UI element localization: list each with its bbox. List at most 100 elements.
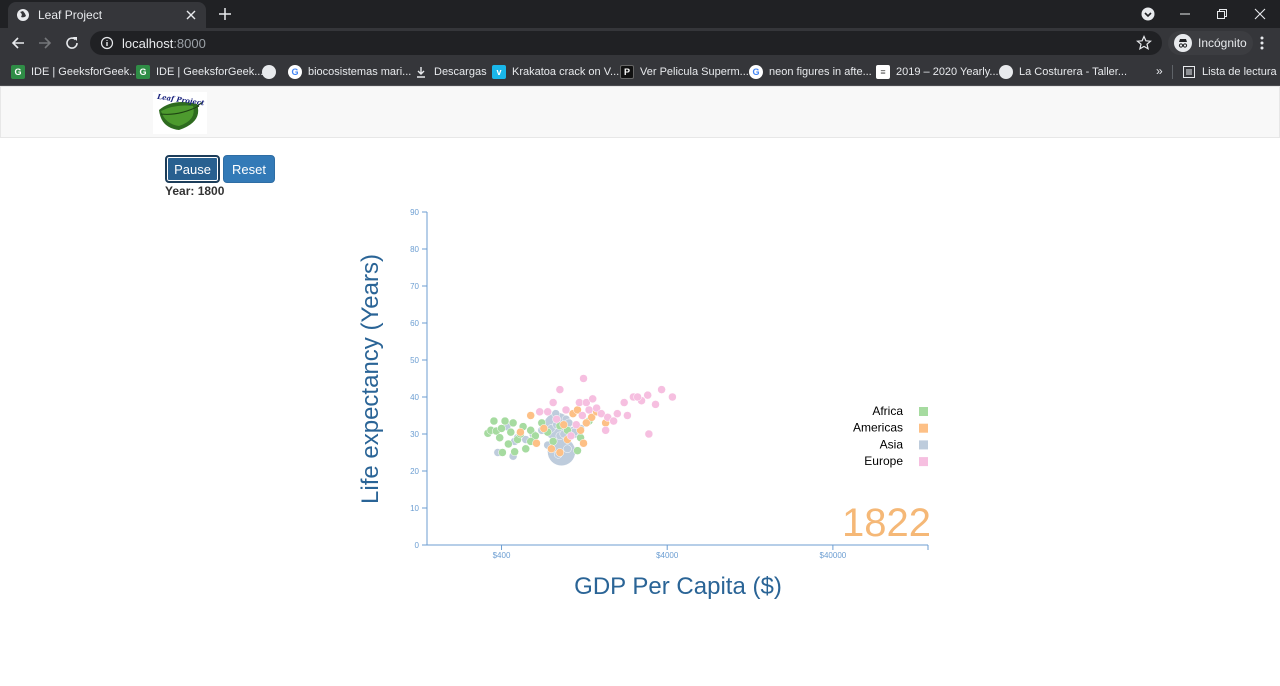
bookmark-label: biocosistemas mari... [308,66,412,78]
new-tab-icon[interactable] [216,5,234,23]
y-tick-label: 90 [410,208,419,217]
year-overlay: 1822 [842,501,931,545]
url-host: localhost [122,35,174,51]
bookmarks-overflow-button[interactable]: » [1156,64,1163,78]
data-point-europe [535,407,544,417]
back-icon[interactable] [8,33,28,53]
bookmark-label: 2019 – 2020 Yearly... [896,66,999,78]
incognito-label: Incógnito [1198,36,1247,50]
reading-list-button[interactable]: Lista de lectura [1182,63,1277,81]
y-axis-label: Life expectancy (Years) [357,254,384,504]
forward-icon[interactable] [35,33,55,53]
y-tick-label: 10 [410,504,419,513]
y-tick-label: 80 [410,245,419,254]
bookmark-item[interactable]: v Krakatoa crack on V... [492,63,619,81]
data-point-europe [597,409,606,418]
google-icon: G [288,65,302,79]
data-point-americas [532,439,541,448]
legend-swatch [919,407,928,416]
globe-icon [262,65,276,79]
google-icon: G [749,65,763,79]
bookmark-item[interactable]: Descargas [414,63,487,81]
legend-swatch [919,440,928,450]
browser-menu-icon[interactable] [1254,34,1270,52]
data-point-europe [561,405,571,415]
data-point-europe [552,414,561,424]
bookmark-item[interactable]: G IDE | GeeksforGeek... [136,63,263,81]
browser-tab[interactable]: Leaf Project [8,2,206,28]
reading-list-label: Lista de lectura [1202,66,1277,78]
pause-button[interactable]: Pause [165,155,220,183]
data-point-africa [510,447,519,457]
doc-icon: ≡ [876,65,890,79]
legend-label: Asia [880,437,904,451]
p-icon: P [620,65,634,79]
data-point-europe [592,403,601,413]
url-port: :8000 [173,35,206,51]
y-tick-label: 30 [410,430,419,439]
data-point-americas [582,418,591,428]
bookmark-label: La Costurera - Taller... [1019,66,1128,78]
bookmark-label: Krakatoa crack on V... [512,66,620,78]
data-point-europe [584,405,594,415]
address-bar[interactable]: localhost:8000 [90,31,1162,55]
bookmark-star-icon[interactable] [1136,35,1152,51]
data-point-europe [571,420,581,429]
data-point-europe [555,385,565,394]
leaf-logo[interactable]: Leaf Project [153,92,207,134]
data-point-africa [508,418,518,428]
data-point-europe [543,407,552,417]
y-tick-label: 20 [410,467,419,476]
incognito-icon [1174,34,1192,52]
reload-icon[interactable] [62,33,82,53]
data-point-europe [578,411,587,420]
data-point-europe [668,392,677,402]
data-point-americas [555,448,565,457]
y-tick-label: 50 [410,356,419,365]
data-point-europe [651,400,660,409]
bookmark-label: IDE | GeeksforGeek... [31,66,139,78]
bookmark-item[interactable]: P Ver Pelicula Superm... [620,63,749,81]
incognito-indicator[interactable]: Incógnito [1168,31,1253,55]
browser-tabstrip: Leaf Project [0,0,1280,28]
bookmarks-divider [1172,65,1173,79]
minimize-icon[interactable] [1167,0,1203,28]
data-point-americas [579,439,588,448]
tab-search-icon[interactable] [1130,0,1166,28]
site-navbar: Leaf Project [0,86,1280,138]
data-point-americas [526,411,535,420]
data-point-americas [516,427,525,437]
reset-button[interactable]: Reset [223,155,275,183]
bookmark-item[interactable]: G IDE | GeeksforGeek... [11,63,138,81]
year-label: Year: 1800 [165,184,225,198]
x-tick-label: $400 [493,551,511,560]
bookmark-item[interactable]: G biocosistemas mari... [288,63,411,81]
data-point-africa [504,439,513,449]
data-point-europe [566,431,576,441]
data-point-americas [547,444,556,454]
data-point-europe [579,374,588,383]
bookmark-item[interactable] [262,63,282,81]
data-point-americas [587,413,596,422]
data-point-africa [548,437,558,446]
bookmark-item[interactable]: G neon figures in afte... [749,63,872,81]
restore-icon[interactable] [1204,0,1240,28]
close-tab-icon[interactable] [184,8,198,22]
data-point-africa [489,416,499,426]
x-tick-label: $40000 [820,551,847,560]
site-info-icon[interactable] [100,36,114,50]
gfg-icon: G [136,65,150,79]
data-point-africa [495,433,504,442]
bookmark-item[interactable]: ≡ 2019 – 2020 Yearly... [876,63,999,81]
data-point-europe [633,392,642,402]
legend-swatch [919,457,928,467]
data-point-africa [500,416,510,426]
data-point-europe [657,385,666,394]
data-point-americas [559,420,569,429]
y-tick-label: 70 [410,282,419,291]
bookmark-item[interactable]: La Costurera - Taller... [999,63,1127,81]
data-point-europe [613,409,622,418]
close-window-icon[interactable] [1242,0,1278,28]
vimeo-icon: v [492,65,506,79]
